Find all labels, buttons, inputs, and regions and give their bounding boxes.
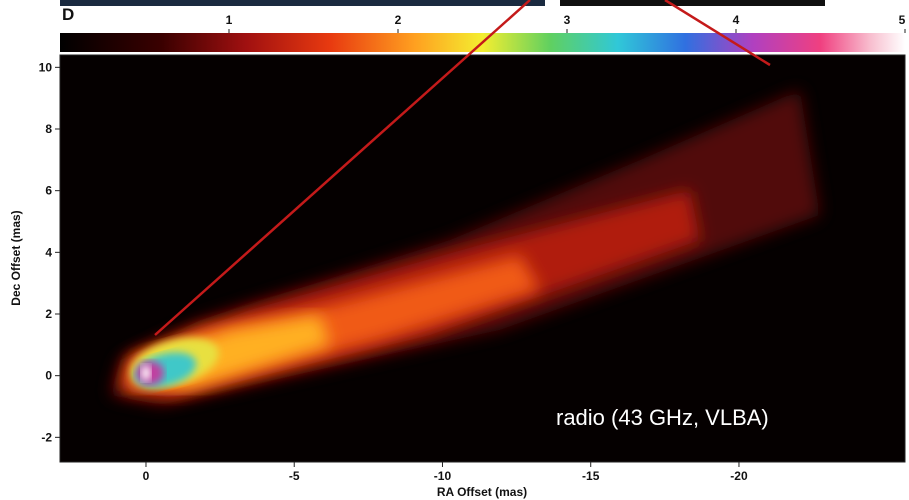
colorbar-tick-label: 3 xyxy=(564,13,571,27)
y-tick-label: 10 xyxy=(39,60,53,74)
y-tick-label: 0 xyxy=(45,369,52,383)
y-tick-label: -2 xyxy=(41,430,52,444)
y-tick-label: 6 xyxy=(45,184,52,198)
x-axis-label: RA Offset (mas) xyxy=(437,485,527,499)
y-tick-label: 2 xyxy=(45,307,52,321)
plot-frame xyxy=(59,54,906,463)
panel-label: D xyxy=(62,5,74,24)
inset-edge xyxy=(60,0,545,6)
x-tick-label: -20 xyxy=(730,469,748,483)
x-tick-label: -5 xyxy=(289,469,300,483)
y-tick-label: 4 xyxy=(45,245,52,259)
annotation: radio (43 GHz, VLBA) xyxy=(556,405,769,430)
y-tick-label: 8 xyxy=(45,122,52,136)
radio-image xyxy=(110,90,820,405)
inset-edge xyxy=(560,0,825,6)
colorbar-tick-label: 5 xyxy=(899,13,906,27)
colorbar-tick-label: 2 xyxy=(395,13,402,27)
colorbar-tick-label: 1 xyxy=(226,13,233,27)
x-tick-label: 0 xyxy=(143,469,150,483)
x-tick-label: -10 xyxy=(434,469,452,483)
x-tick-label: -15 xyxy=(582,469,600,483)
y-axis-label: Dec Offset (mas) xyxy=(9,210,23,305)
pointer-line xyxy=(154,0,531,336)
pointer-line xyxy=(664,0,771,67)
colorbar-tick-label: 4 xyxy=(733,13,740,27)
